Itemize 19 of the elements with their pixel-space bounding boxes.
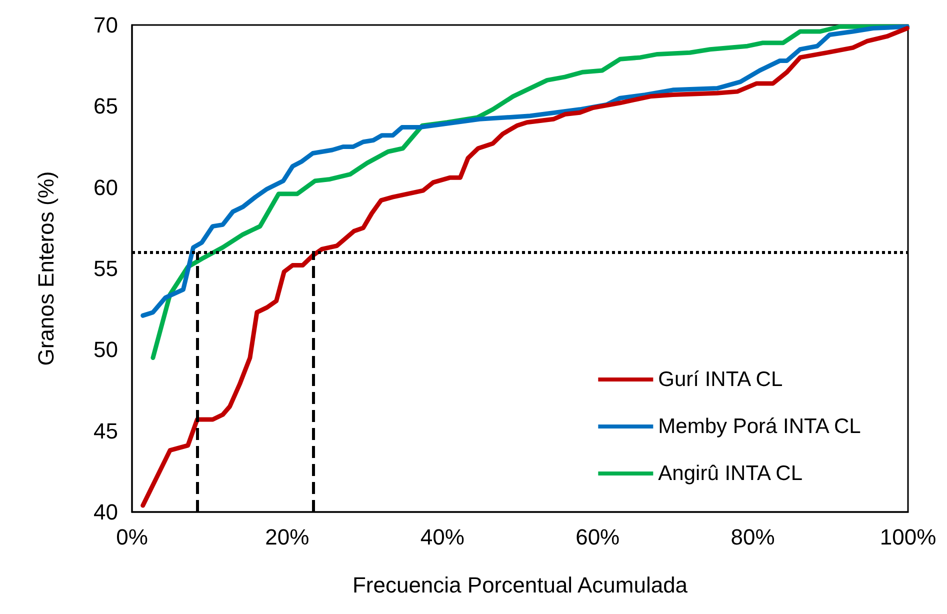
x-tick-label: 20% [265, 524, 310, 550]
y-tick-label: 40 [94, 500, 118, 524]
y-tick-label: 70 [94, 12, 118, 38]
line-series [140, 26, 910, 508]
legend-label: Memby Porá INTA CL [658, 415, 861, 438]
x-tick-label: 100% [880, 524, 936, 550]
y-tick-label: 65 [94, 94, 118, 119]
x-tick-label: 80% [730, 524, 775, 550]
x-tick-label: 0% [116, 524, 148, 550]
y-tick-label: 60 [94, 174, 118, 200]
legend-label: Gurí INTA CL [658, 368, 783, 391]
y-axis-title: Granos Enteros (%) [34, 171, 58, 366]
y-tick-label: 50 [94, 337, 118, 362]
x-axis-title: Frecuencia Porcentual Acumulada [352, 572, 688, 598]
y-tick-label: 55 [94, 256, 118, 281]
x-tick-label: 60% [576, 524, 620, 550]
y-tick-label: 45 [94, 418, 118, 444]
legend-label: Angirû INTA CL [658, 462, 803, 485]
x-tick-label: 40% [420, 524, 464, 550]
